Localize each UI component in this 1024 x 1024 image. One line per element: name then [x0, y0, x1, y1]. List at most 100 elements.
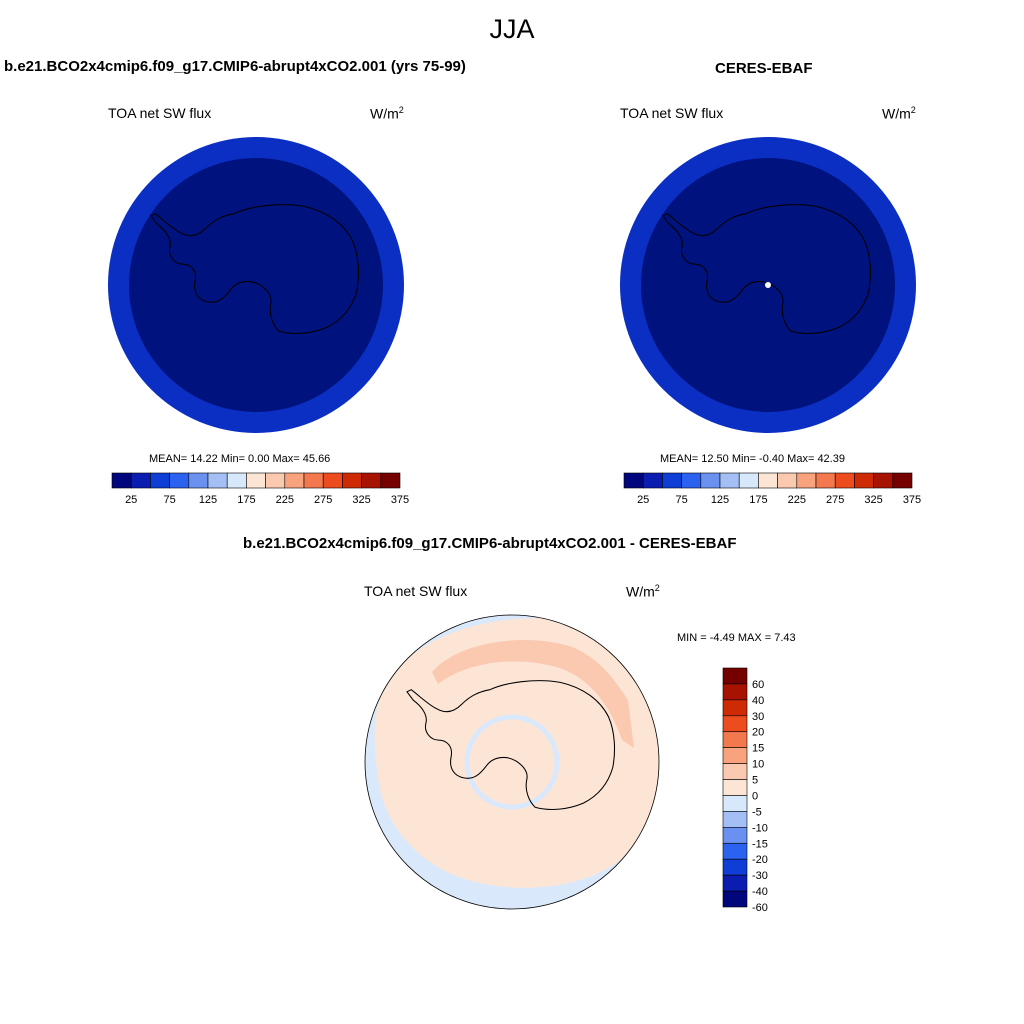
- obs-pole-missing: [765, 282, 771, 288]
- diff-colorbar-tick-label: 10: [752, 759, 764, 771]
- diff-positive-band: [432, 640, 634, 748]
- obs-colorbar-box: [719, 472, 740, 489]
- season-title: JJA: [489, 14, 535, 44]
- obs-colorbar-box: [681, 472, 702, 489]
- obs-colorbar-box: [662, 472, 682, 489]
- model-colorbar: 25 75 125 175 225 275 325 375: [111, 472, 409, 506]
- diff-positive-region: [374, 618, 659, 888]
- diff-colorbar-tick-label: 0: [752, 790, 758, 802]
- diff-colorbar-box: [722, 731, 748, 748]
- model-variable-label: TOA net SW flux: [108, 105, 212, 121]
- obs-map: [620, 137, 916, 433]
- diff-map: [364, 614, 660, 910]
- model-map: [108, 137, 404, 433]
- model-colorbar-box: [303, 472, 324, 489]
- diff-stats: MIN = -4.49 MAX = 7.43: [677, 632, 796, 644]
- model-inner-field: [129, 158, 383, 412]
- obs-colorbar-box: [623, 472, 644, 489]
- diff-colorbar-tick-label: -60: [752, 902, 768, 914]
- model-colorbar-tick-label: 75: [163, 494, 175, 506]
- diff-colorbar-box: [722, 811, 748, 828]
- obs-colorbar-tick-label: 225: [788, 494, 806, 506]
- model-colorbar-box: [284, 472, 305, 489]
- diff-colorbar-box: [722, 858, 748, 876]
- model-colorbar-tick-label: 225: [276, 494, 294, 506]
- diff-colorbar-tick-label: -40: [752, 886, 768, 898]
- obs-panel-title: CERES-EBAF: [715, 60, 813, 77]
- diff-colorbar-box: [722, 667, 748, 685]
- diff-colorbar-box: [722, 874, 748, 892]
- obs-colorbar-tick-label: 75: [675, 494, 687, 506]
- diff-panel-title: b.e21.BCO2x4cmip6.f09_g17.CMIP6-abrupt4x…: [243, 535, 737, 552]
- model-colorbar-box: [111, 472, 132, 489]
- model-colorbar-tick-label: 125: [199, 494, 217, 506]
- obs-colorbar-tick-label: 275: [826, 494, 844, 506]
- diff-units-label: W/m2: [626, 583, 660, 600]
- model-stats: MEAN= 14.22 Min= 0.00 Max= 45.66: [149, 453, 331, 465]
- obs-stats: MEAN= 12.50 Min= -0.40 Max= 42.39: [660, 453, 845, 465]
- obs-colorbar-box: [738, 472, 759, 489]
- diff-colorbar-tick-label: -15: [752, 838, 768, 850]
- obs-colorbar-tick-label: 125: [711, 494, 729, 506]
- diff-colorbar-box: [722, 827, 748, 844]
- diff-colorbar-tick-label: 20: [752, 727, 764, 739]
- model-colorbar-box: [207, 472, 228, 489]
- diff-colorbar-tick-label: -10: [752, 822, 768, 834]
- model-colorbar-tick-label: 175: [237, 494, 255, 506]
- diff-colorbar: 60 40 30 20 15 10 5 0 -5 -10 -15 -20 -30 -40 -60: [722, 667, 768, 914]
- obs-colorbar-box: [700, 472, 721, 489]
- obs-colorbar-box: [777, 472, 798, 489]
- diff-colorbar-tick-label: -20: [752, 854, 768, 866]
- model-colorbar-box: [380, 472, 401, 489]
- diff-colorbar-box: [722, 715, 748, 733]
- model-colorbar-box: [169, 472, 190, 489]
- model-units-label: W/m2: [370, 105, 404, 122]
- diff-colorbar-tick-label: 5: [752, 775, 758, 787]
- obs-colorbar-tick-label: 175: [749, 494, 767, 506]
- diff-colorbar-box: [722, 779, 748, 796]
- diff-colorbar-tick-label: 15: [752, 743, 764, 755]
- model-colorbar-box: [361, 472, 382, 489]
- obs-colorbar-box: [796, 472, 817, 489]
- diff-colorbar-box: [722, 699, 748, 717]
- obs-colorbar-box: [854, 472, 874, 489]
- obs-variable-label: TOA net SW flux: [620, 105, 724, 121]
- diff-colorbar-box: [722, 747, 748, 764]
- obs-colorbar-tick-label: 325: [864, 494, 882, 506]
- obs-colorbar: 25 75 125 175 225 275 325 375: [623, 472, 921, 506]
- obs-colorbar-box: [642, 472, 663, 489]
- diff-negative-ring: [464, 714, 560, 810]
- model-colorbar-box: [188, 472, 209, 489]
- model-colorbar-tick-label: 275: [314, 494, 332, 506]
- model-colorbar-box: [226, 472, 247, 489]
- model-colorbar-tick-label: 375: [391, 494, 409, 506]
- obs-colorbar-box: [892, 472, 913, 489]
- obs-colorbar-tick-label: 375: [903, 494, 921, 506]
- obs-colorbar-tick-label: 25: [637, 494, 649, 506]
- diff-colorbar-tick-label: 30: [752, 711, 764, 723]
- diff-colorbar-box: [722, 763, 748, 780]
- diff-colorbar-box: [722, 795, 748, 812]
- diff-colorbar-box: [722, 890, 748, 908]
- diff-colorbar-box: [722, 683, 748, 701]
- diff-variable-label: TOA net SW flux: [364, 583, 468, 599]
- diff-colorbar-tick-label: 60: [752, 679, 764, 691]
- model-colorbar-tick-label: 25: [125, 494, 137, 506]
- obs-colorbar-box: [834, 472, 855, 489]
- obs-colorbar-box: [873, 472, 894, 489]
- diff-colorbar-tick-label: -5: [752, 806, 762, 818]
- model-colorbar-box: [150, 472, 170, 489]
- model-colorbar-box: [265, 472, 286, 489]
- obs-colorbar-box: [815, 472, 836, 489]
- obs-units-label: W/m2: [882, 105, 916, 122]
- model-colorbar-box: [342, 472, 362, 489]
- model-colorbar-tick-label: 325: [352, 494, 370, 506]
- diff-map-border: [364, 614, 660, 910]
- model-panel-title: b.e21.BCO2x4cmip6.f09_g17.CMIP6-abrupt4x…: [4, 58, 466, 75]
- diff-colorbar-tick-label: 40: [752, 695, 764, 707]
- diff-colorbar-tick-label: -30: [752, 870, 768, 882]
- obs-colorbar-box: [758, 472, 778, 489]
- model-colorbar-box: [246, 472, 266, 489]
- model-colorbar-box: [130, 472, 151, 489]
